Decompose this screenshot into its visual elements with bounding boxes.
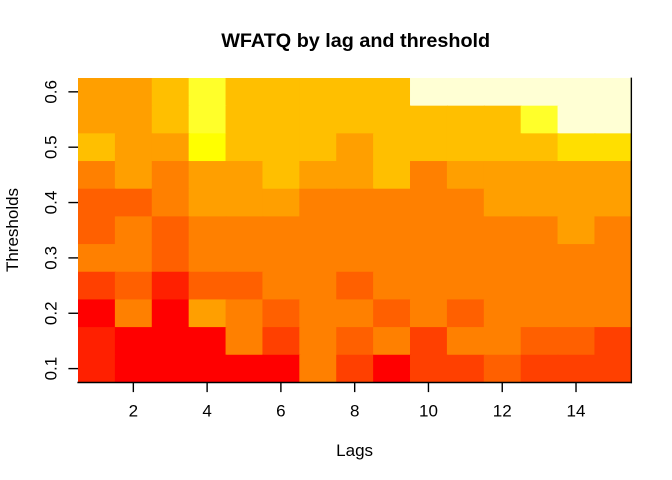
svg-text:0.1: 0.1: [41, 357, 60, 381]
svg-text:12: 12: [493, 402, 512, 421]
svg-text:0.6: 0.6: [41, 80, 60, 104]
svg-text:4: 4: [202, 402, 211, 421]
svg-text:2: 2: [129, 402, 138, 421]
svg-text:8: 8: [350, 402, 359, 421]
svg-text:14: 14: [567, 402, 586, 421]
svg-text:Lags: Lags: [336, 441, 373, 460]
svg-text:10: 10: [419, 402, 438, 421]
svg-text:WFATQ by lag and threshold: WFATQ by lag and threshold: [221, 30, 490, 52]
svg-text:0.5: 0.5: [41, 135, 60, 159]
svg-text:0.4: 0.4: [41, 191, 60, 215]
svg-text:0.3: 0.3: [41, 246, 60, 270]
svg-text:Thresholds: Thresholds: [3, 188, 22, 272]
svg-text:6: 6: [276, 402, 285, 421]
svg-text:0.2: 0.2: [41, 301, 60, 325]
